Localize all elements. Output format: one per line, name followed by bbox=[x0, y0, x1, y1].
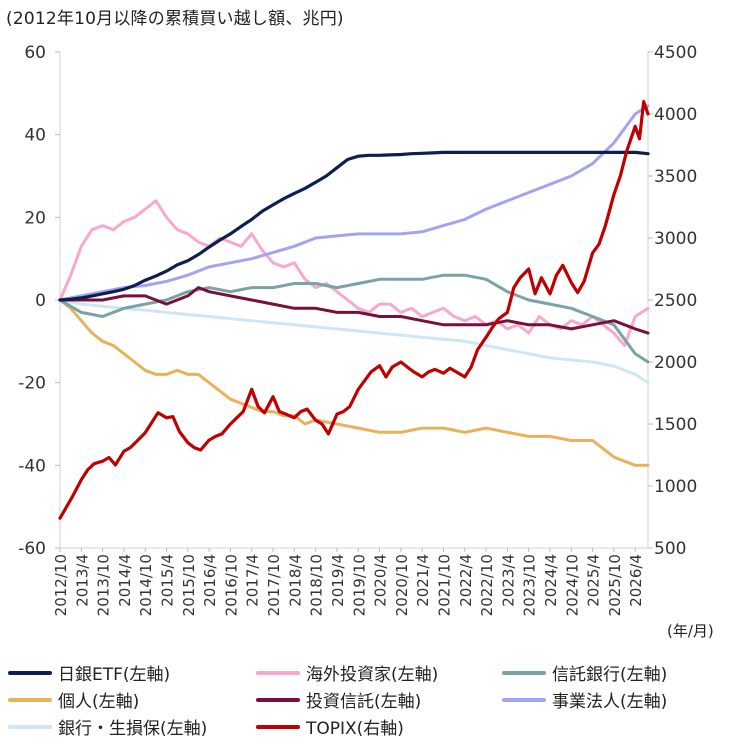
x-tick-label: 2024/4 bbox=[542, 554, 560, 607]
x-tick-label: 2018/4 bbox=[286, 554, 304, 607]
legend-item-foreign: 海外投資家(左軸) bbox=[256, 660, 438, 685]
legend-item-banks-insurers: 銀行・生損保(左軸) bbox=[8, 714, 207, 739]
y-left-tick-label: -40 bbox=[18, 456, 46, 476]
y-left-tick-label: 60 bbox=[24, 43, 46, 63]
x-tick-label: 2022/10 bbox=[478, 554, 496, 616]
x-tick-label: 2015/4 bbox=[159, 554, 177, 607]
series-line-4 bbox=[58, 286, 650, 335]
y-left-tick-label: -20 bbox=[18, 374, 46, 394]
legend-label: 投資信託(左軸) bbox=[306, 692, 422, 712]
x-tick-label: 2013/10 bbox=[95, 554, 113, 616]
x-tick-label: 2015/10 bbox=[180, 554, 198, 616]
x-tick-label: 2012/10 bbox=[52, 554, 70, 616]
x-tick-label: 2018/10 bbox=[308, 554, 326, 616]
series-line-1 bbox=[58, 199, 650, 347]
y-right-tick-label: 1500 bbox=[654, 415, 697, 435]
series-group bbox=[58, 100, 650, 520]
x-tick-label: 2023/10 bbox=[521, 554, 539, 616]
legend-label: TOPIX(右軸) bbox=[306, 719, 404, 739]
y-left-tick-label: 40 bbox=[24, 126, 46, 146]
chart-canvas: 60 40 20 0 -20 -40 -60 4500 4000 3500 3000 2500 2000… bbox=[18, 43, 697, 616]
x-tick-label: 2017/4 bbox=[244, 554, 262, 607]
legend-swatch bbox=[8, 670, 52, 675]
legend-label: 銀行・生損保(左軸) bbox=[58, 719, 208, 739]
x-tick-label: 2019/4 bbox=[329, 554, 347, 607]
legend-swatch bbox=[256, 670, 300, 675]
y-right-tick-label: 3500 bbox=[654, 167, 697, 187]
series-line-2 bbox=[58, 273, 650, 364]
y-right-tick-label: 2500 bbox=[654, 291, 697, 311]
legend-item-topix: TOPIX(右軸) bbox=[256, 714, 404, 739]
x-tick-label: 2023/4 bbox=[499, 554, 517, 607]
legend-label: 個人(左軸) bbox=[58, 692, 140, 712]
x-tick-label: 2016/10 bbox=[222, 554, 240, 616]
x-tick-label: 2019/10 bbox=[350, 554, 368, 616]
y-right-tick-label: 3000 bbox=[654, 229, 697, 249]
legend-label: 海外投資家(左軸) bbox=[306, 665, 439, 685]
y-right-tick-label: 1000 bbox=[654, 477, 697, 497]
legend-swatch bbox=[256, 724, 300, 729]
y-right-tick-label: 500 bbox=[654, 539, 686, 559]
legend-swatch bbox=[502, 697, 546, 702]
legend-swatch bbox=[256, 697, 300, 702]
legend-item-individual: 個人(左軸) bbox=[8, 687, 139, 712]
legend-label: 事業法人(左軸) bbox=[552, 692, 668, 712]
x-tick-label: 2020/4 bbox=[372, 554, 390, 607]
y-left-tick-label: 20 bbox=[24, 208, 46, 228]
legend-label: 信託銀行(左軸) bbox=[552, 665, 668, 685]
y-left-tick-label: -60 bbox=[18, 539, 46, 559]
x-tick-label: 2024/10 bbox=[563, 554, 581, 616]
x-tick-label: 2026/4 bbox=[627, 554, 645, 607]
x-tick-label: 2020/10 bbox=[393, 554, 411, 616]
y-right-tick-label: 4500 bbox=[654, 43, 697, 63]
series-line-5 bbox=[58, 104, 650, 302]
series-line-6 bbox=[58, 298, 650, 385]
legend-item-business-corp: 事業法人(左軸) bbox=[502, 687, 667, 712]
y-left-tick-label: 0 bbox=[35, 291, 46, 311]
legend-item-trust-bank: 信託銀行(左軸) bbox=[502, 660, 667, 685]
x-tick-label: 2014/4 bbox=[116, 554, 134, 607]
series-line-7 bbox=[58, 100, 650, 520]
x-tick-label: 2016/4 bbox=[201, 554, 219, 607]
series-line-3 bbox=[58, 298, 650, 467]
axes-group: 60 40 20 0 -20 -40 -60 4500 4000 3500 3000 2500 2000… bbox=[18, 43, 697, 616]
x-tick-label: 2021/10 bbox=[435, 554, 453, 616]
x-tick-label: 2025/10 bbox=[606, 554, 624, 616]
legend-swatch bbox=[8, 697, 52, 702]
legend-swatch bbox=[8, 724, 52, 729]
x-tick-label: 2014/10 bbox=[137, 554, 155, 616]
series-line-0 bbox=[58, 150, 650, 302]
legend-item-investment-trust: 投資信託(左軸) bbox=[256, 687, 421, 712]
x-tick-label: 2013/4 bbox=[73, 554, 91, 607]
legend-swatch bbox=[502, 670, 546, 675]
chart-title: (2012年10月以降の累積買い越し額、兆円) bbox=[6, 9, 344, 29]
y-right-tick-label: 4000 bbox=[654, 105, 697, 125]
x-unit-label: (年/月) bbox=[667, 622, 714, 640]
legend-item-boj-etf: 日銀ETF(左軸) bbox=[8, 660, 170, 685]
x-tick-label: 2017/10 bbox=[265, 554, 283, 616]
legend-label: 日銀ETF(左軸) bbox=[58, 665, 171, 685]
x-tick-label: 2022/4 bbox=[457, 554, 475, 607]
x-tick-label: 2025/4 bbox=[585, 554, 603, 607]
x-tick-label: 2021/4 bbox=[414, 554, 432, 607]
y-right-tick-label: 2000 bbox=[654, 353, 697, 373]
